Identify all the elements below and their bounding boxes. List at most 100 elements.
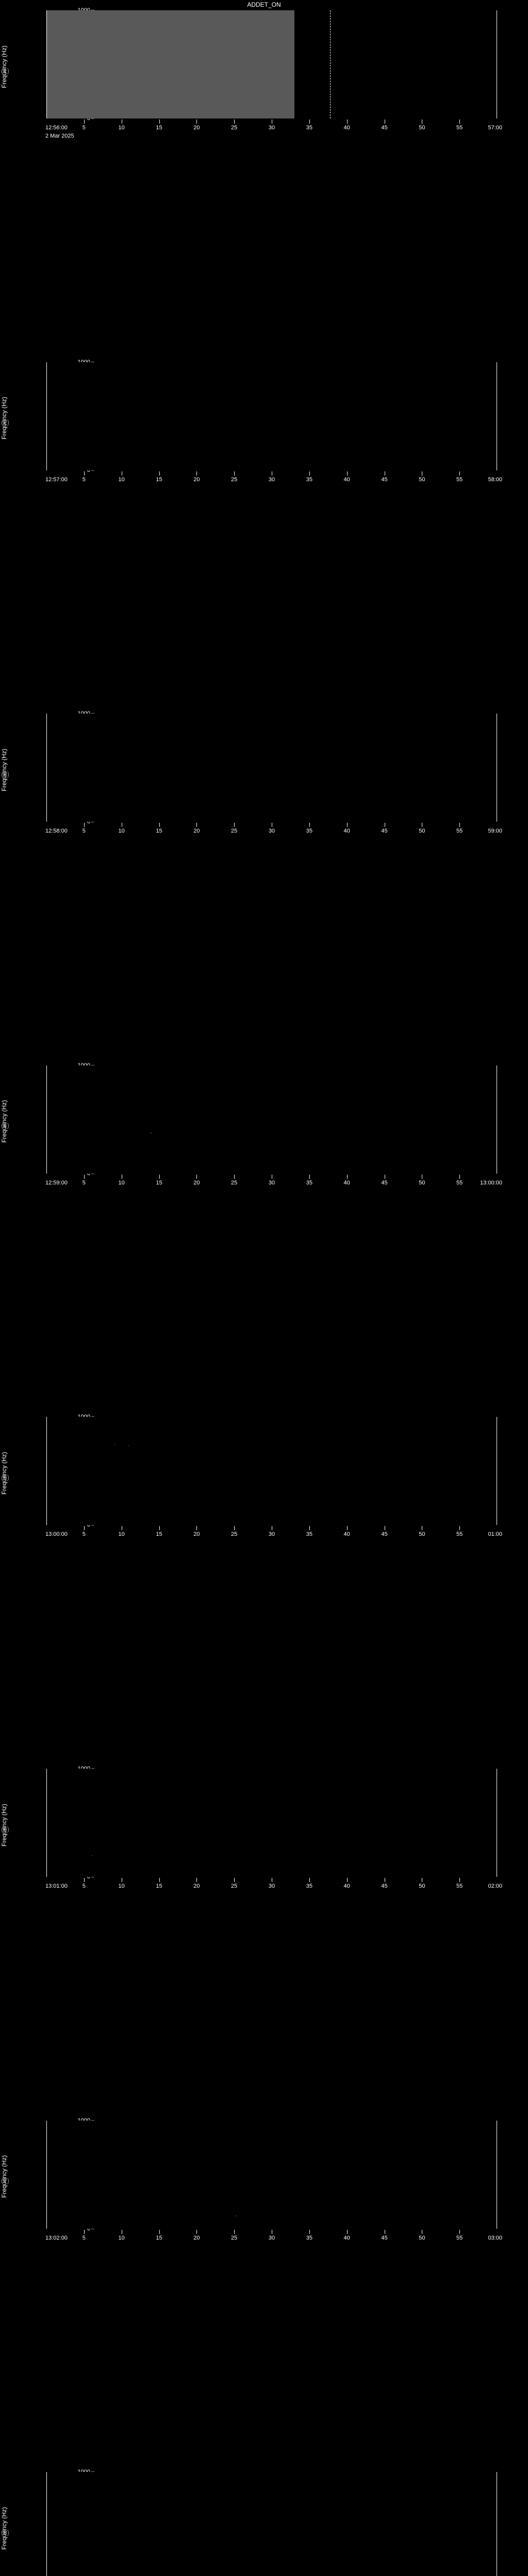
- x-tick-label-4-5: 5: [82, 1180, 86, 1186]
- x-axis-2[interactable]: 12:57:00 58:00 5 10 15 20 25 30 35 40 45 50 55: [46, 471, 497, 502]
- x-end-3: 59:00: [488, 828, 502, 834]
- x-tick-label-5-15: 15: [156, 1531, 162, 1537]
- x-tick-label-7-15: 15: [156, 2235, 162, 2241]
- x-tick-label-6-40: 40: [344, 1883, 350, 1889]
- x-tick-mark-2-40: [347, 471, 348, 476]
- x-tick-mark-4-15: [159, 1175, 160, 1179]
- y-axis-label-4: Frequency (Hz): [1, 1100, 8, 1143]
- x-tick-mark-3-15: [159, 823, 160, 827]
- onset-line-1: [330, 10, 331, 118]
- x-tick-label-4-40: 40: [344, 1180, 350, 1186]
- x-tick-label-5-5: 5: [82, 1531, 86, 1537]
- x-tick-label-3-5: 5: [82, 828, 86, 834]
- x-start-4: 12:59:00: [45, 1180, 68, 1186]
- x-tick-label-5-25: 25: [231, 1531, 237, 1537]
- x-start-5: 13:00:00: [45, 1531, 68, 1537]
- x-tick-label-3-25: 25: [231, 828, 237, 834]
- x-tick-mark-1-25: [234, 120, 235, 124]
- x-tick-mark-5-35: [309, 1526, 310, 1530]
- x-start-1: 12:56:00: [45, 125, 68, 131]
- x-tick-label-1-15: 15: [156, 125, 162, 131]
- x-axis-1[interactable]: 12:56:00 57:00 2 Mar 2025 5 10 15 20 25 30 35 4…: [46, 120, 497, 150]
- x-tick-mark-4-55: [459, 1175, 460, 1179]
- x-tick-mark-4-20: [196, 1175, 197, 1179]
- x-tick-label-6-30: 30: [269, 1883, 275, 1889]
- plot-area-7[interactable]: [46, 2121, 497, 2229]
- x-tick-label-2-45: 45: [381, 477, 387, 483]
- x-tick-mark-2-25: [234, 471, 235, 476]
- x-tick-mark-3-5: [84, 823, 85, 827]
- x-tick-label-7-50: 50: [419, 2235, 425, 2241]
- x-tick-label-5-50: 50: [419, 1531, 425, 1537]
- y-axis-label-3: Frequency (Hz): [1, 749, 8, 791]
- x-tick-mark-6-25: [234, 1878, 235, 1882]
- x-tick-label-6-45: 45: [381, 1883, 387, 1889]
- plot-area-1[interactable]: [46, 10, 497, 118]
- x-tick-mark-4-35: [309, 1175, 310, 1179]
- x-start-6: 13:01:00: [45, 1883, 68, 1889]
- x-axis-7[interactable]: 13:02:00 03:00 5 10 15 20 25 30 35 40 45 50 55: [46, 2230, 497, 2261]
- x-tick-mark-2-35: [309, 471, 310, 476]
- x-tick-label-3-15: 15: [156, 828, 162, 834]
- x-axis-4[interactable]: 12:59:00 13:00:00 5 10 15 20 25 30 35 40 45 50 55: [46, 1175, 497, 1206]
- panel-7: (7) 02004006008001000 Frequency (Hz) 13:…: [0, 2110, 528, 2286]
- x-tick-label-5-45: 45: [381, 1531, 387, 1537]
- x-tick-label-7-30: 30: [269, 2235, 275, 2241]
- x-tick-label-5-35: 35: [306, 1531, 312, 1537]
- x-tick-label-2-10: 10: [119, 477, 125, 483]
- x-tick-mark-3-25: [234, 823, 235, 827]
- plot-area-8[interactable]: [46, 2472, 497, 2576]
- panel-3: (3) 02004006008001000 Frequency (Hz) 12:…: [0, 703, 528, 879]
- x-tick-mark-1-35: [309, 120, 310, 124]
- y-axis-label-8: Frequency (Hz): [1, 2507, 8, 2550]
- x-axis-3[interactable]: 12:58:00 59:00 5 10 15 20 25 30 35 40 45 50 55: [46, 823, 497, 854]
- noise-dot-5-0: [114, 1444, 116, 1445]
- x-tick-label-5-10: 10: [119, 1531, 125, 1537]
- x-tick-label-1-30: 30: [269, 125, 275, 131]
- x-tick-label-2-55: 55: [456, 477, 463, 483]
- x-tick-mark-2-20: [196, 471, 197, 476]
- x-tick-mark-7-35: [309, 2230, 310, 2234]
- x-tick-mark-1-40: [347, 120, 348, 124]
- x-tick-label-6-50: 50: [419, 1883, 425, 1889]
- x-tick-label-6-35: 35: [306, 1883, 312, 1889]
- panel-5: (5) 02004006008001000 Frequency (Hz) 13:…: [0, 1406, 528, 1582]
- x-start-2: 12:57:00: [45, 477, 68, 483]
- no-data-fill-1: [47, 10, 294, 118]
- x-tick-mark-7-40: [347, 2230, 348, 2234]
- x-tick-label-4-45: 45: [381, 1180, 387, 1186]
- panel-1: ADDET_ON (1) 02004006008001000 Frequency…: [0, 0, 528, 176]
- x-tick-mark-3-40: [347, 823, 348, 827]
- x-tick-mark-6-35: [309, 1878, 310, 1882]
- x-tick-label-1-20: 20: [193, 125, 200, 131]
- x-tick-label-2-30: 30: [269, 477, 275, 483]
- plot-area-4[interactable]: [46, 1065, 497, 1174]
- plot-area-5[interactable]: [46, 1417, 497, 1525]
- x-end-5: 01:00: [488, 1531, 502, 1537]
- x-tick-mark-7-20: [196, 2230, 197, 2234]
- x-tick-label-6-55: 55: [456, 1883, 463, 1889]
- plot-area-6[interactable]: [46, 1769, 497, 1877]
- x-tick-mark-7-55: [459, 2230, 460, 2234]
- x-tick-label-6-5: 5: [82, 1883, 86, 1889]
- x-axis-6[interactable]: 13:01:00 02:00 5 10 15 20 25 30 35 40 45 50 55: [46, 1878, 497, 1909]
- x-tick-label-7-5: 5: [82, 2235, 86, 2241]
- x-tick-label-1-45: 45: [381, 125, 387, 131]
- x-tick-label-7-25: 25: [231, 2235, 237, 2241]
- x-tick-label-4-20: 20: [193, 1180, 200, 1186]
- x-tick-mark-7-15: [159, 2230, 160, 2234]
- x-tick-label-1-10: 10: [119, 125, 125, 131]
- x-tick-mark-1-55: [459, 120, 460, 124]
- x-tick-mark-6-55: [459, 1878, 460, 1882]
- x-tick-label-4-15: 15: [156, 1180, 162, 1186]
- x-tick-label-3-55: 55: [456, 828, 463, 834]
- x-tick-label-7-10: 10: [119, 2235, 125, 2241]
- x-tick-label-2-5: 5: [82, 477, 86, 483]
- plot-area-3[interactable]: [46, 714, 497, 822]
- x-tick-mark-7-5: [84, 2230, 85, 2234]
- plot-area-2[interactable]: [46, 362, 497, 470]
- x-axis-5[interactable]: 13:00:00 01:00 5 10 15 20 25 30 35 40 45 50 55: [46, 1526, 497, 1557]
- x-tick-label-2-25: 25: [231, 477, 237, 483]
- x-tick-label-3-45: 45: [381, 828, 387, 834]
- x-tick-label-5-20: 20: [193, 1531, 200, 1537]
